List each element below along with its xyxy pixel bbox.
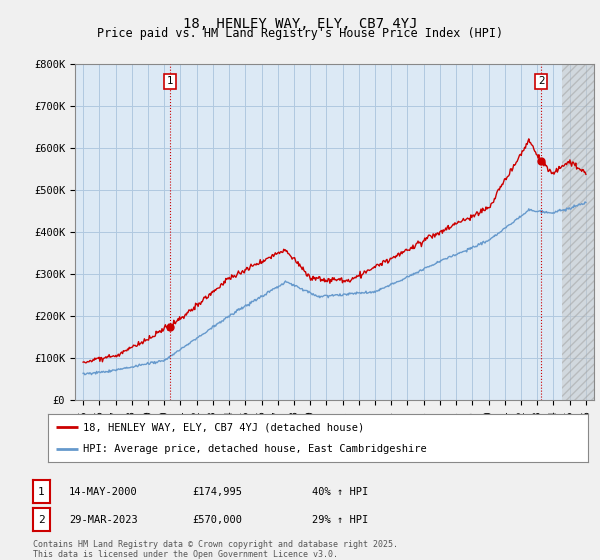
Text: HPI: Average price, detached house, East Cambridgeshire: HPI: Average price, detached house, East… bbox=[83, 444, 427, 454]
Text: 1: 1 bbox=[167, 76, 173, 86]
Text: Contains HM Land Registry data © Crown copyright and database right 2025.
This d: Contains HM Land Registry data © Crown c… bbox=[33, 540, 398, 559]
Text: 2: 2 bbox=[38, 515, 45, 525]
Text: 2: 2 bbox=[538, 76, 544, 86]
Text: £570,000: £570,000 bbox=[192, 515, 242, 525]
Bar bbox=[562, 64, 600, 400]
Text: 1: 1 bbox=[38, 487, 45, 497]
Text: 40% ↑ HPI: 40% ↑ HPI bbox=[312, 487, 368, 497]
Text: Price paid vs. HM Land Registry's House Price Index (HPI): Price paid vs. HM Land Registry's House … bbox=[97, 27, 503, 40]
Text: 18, HENLEY WAY, ELY, CB7 4YJ (detached house): 18, HENLEY WAY, ELY, CB7 4YJ (detached h… bbox=[83, 422, 364, 432]
Text: £174,995: £174,995 bbox=[192, 487, 242, 497]
Text: 29-MAR-2023: 29-MAR-2023 bbox=[69, 515, 138, 525]
Text: 29% ↑ HPI: 29% ↑ HPI bbox=[312, 515, 368, 525]
Text: 14-MAY-2000: 14-MAY-2000 bbox=[69, 487, 138, 497]
Text: 18, HENLEY WAY, ELY, CB7 4YJ: 18, HENLEY WAY, ELY, CB7 4YJ bbox=[183, 17, 417, 31]
